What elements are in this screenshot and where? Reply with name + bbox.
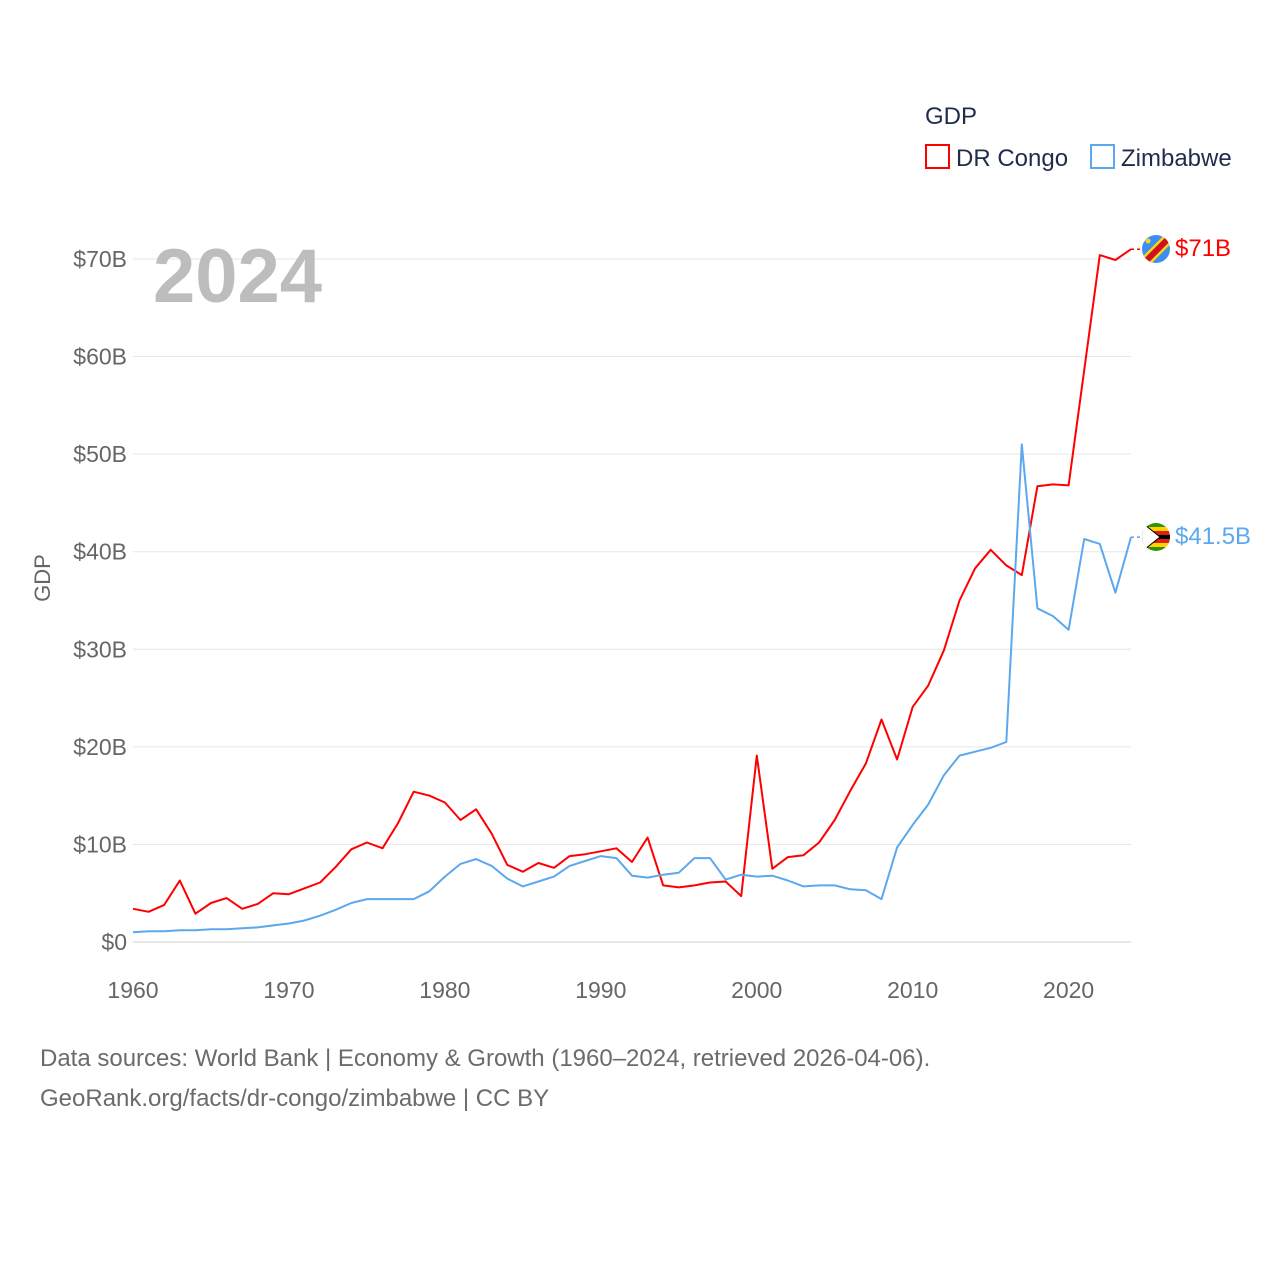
footer-sources: Data sources: World Bank | Economy & Gro…: [40, 1045, 931, 1072]
y-tick-label: $60B: [73, 344, 127, 370]
y-tick-label: $30B: [73, 636, 127, 662]
y-axis-label: GDP: [30, 554, 55, 602]
legend-swatch-dr-congo: [925, 144, 950, 169]
zimbabwe-flag-icon: [1142, 523, 1170, 551]
x-tick-label: 2020: [1043, 977, 1094, 1003]
x-tick-label: 1970: [263, 977, 314, 1003]
legend-label-dr-congo: DR Congo: [956, 145, 1068, 172]
legend-label-zimbabwe: Zimbabwe: [1121, 145, 1232, 172]
dr-congo-flag-icon: [1142, 235, 1170, 263]
dr-congo-end-label: $71B: [1175, 235, 1231, 262]
zimbabwe-end-label: $41.5B: [1175, 523, 1251, 550]
x-tick-label: 2010: [887, 977, 938, 1003]
x-tick-labels: 1960 1970 1980 1990 2000 2010 2020: [107, 977, 1094, 1003]
y-tick-label: $20B: [73, 734, 127, 760]
y-tick-label: $0: [101, 929, 127, 955]
year-watermark: 2024: [153, 234, 322, 319]
series-line-zimbabwe: [132, 443, 1132, 934]
legend-item-zimbabwe[interactable]: Zimbabwe: [1090, 144, 1232, 172]
y-tick-label: $70B: [73, 246, 127, 272]
y-tick-label: $50B: [73, 441, 127, 467]
footer-attribution[interactable]: GeoRank.org/facts/dr-congo/zimbabwe | CC…: [40, 1085, 550, 1112]
x-tick-label: 1980: [419, 977, 470, 1003]
legend-item-dr-congo[interactable]: DR Congo: [925, 144, 1068, 172]
legend-title: GDP: [925, 103, 977, 130]
x-tick-label: 1960: [107, 977, 158, 1003]
y-tick-label: $10B: [73, 831, 127, 857]
series-line-dr-congo: [132, 248, 1132, 915]
legend-swatch-zimbabwe: [1090, 144, 1115, 169]
y-tick-label: $40B: [73, 539, 127, 565]
gridlines: [133, 258, 1131, 943]
series-lines: [132, 248, 1142, 934]
x-tick-label: 2000: [731, 977, 782, 1003]
y-tick-labels: $0 $10B $20B $30B $40B $50B $60B $70B: [73, 246, 127, 955]
x-tick-label: 1990: [575, 977, 626, 1003]
